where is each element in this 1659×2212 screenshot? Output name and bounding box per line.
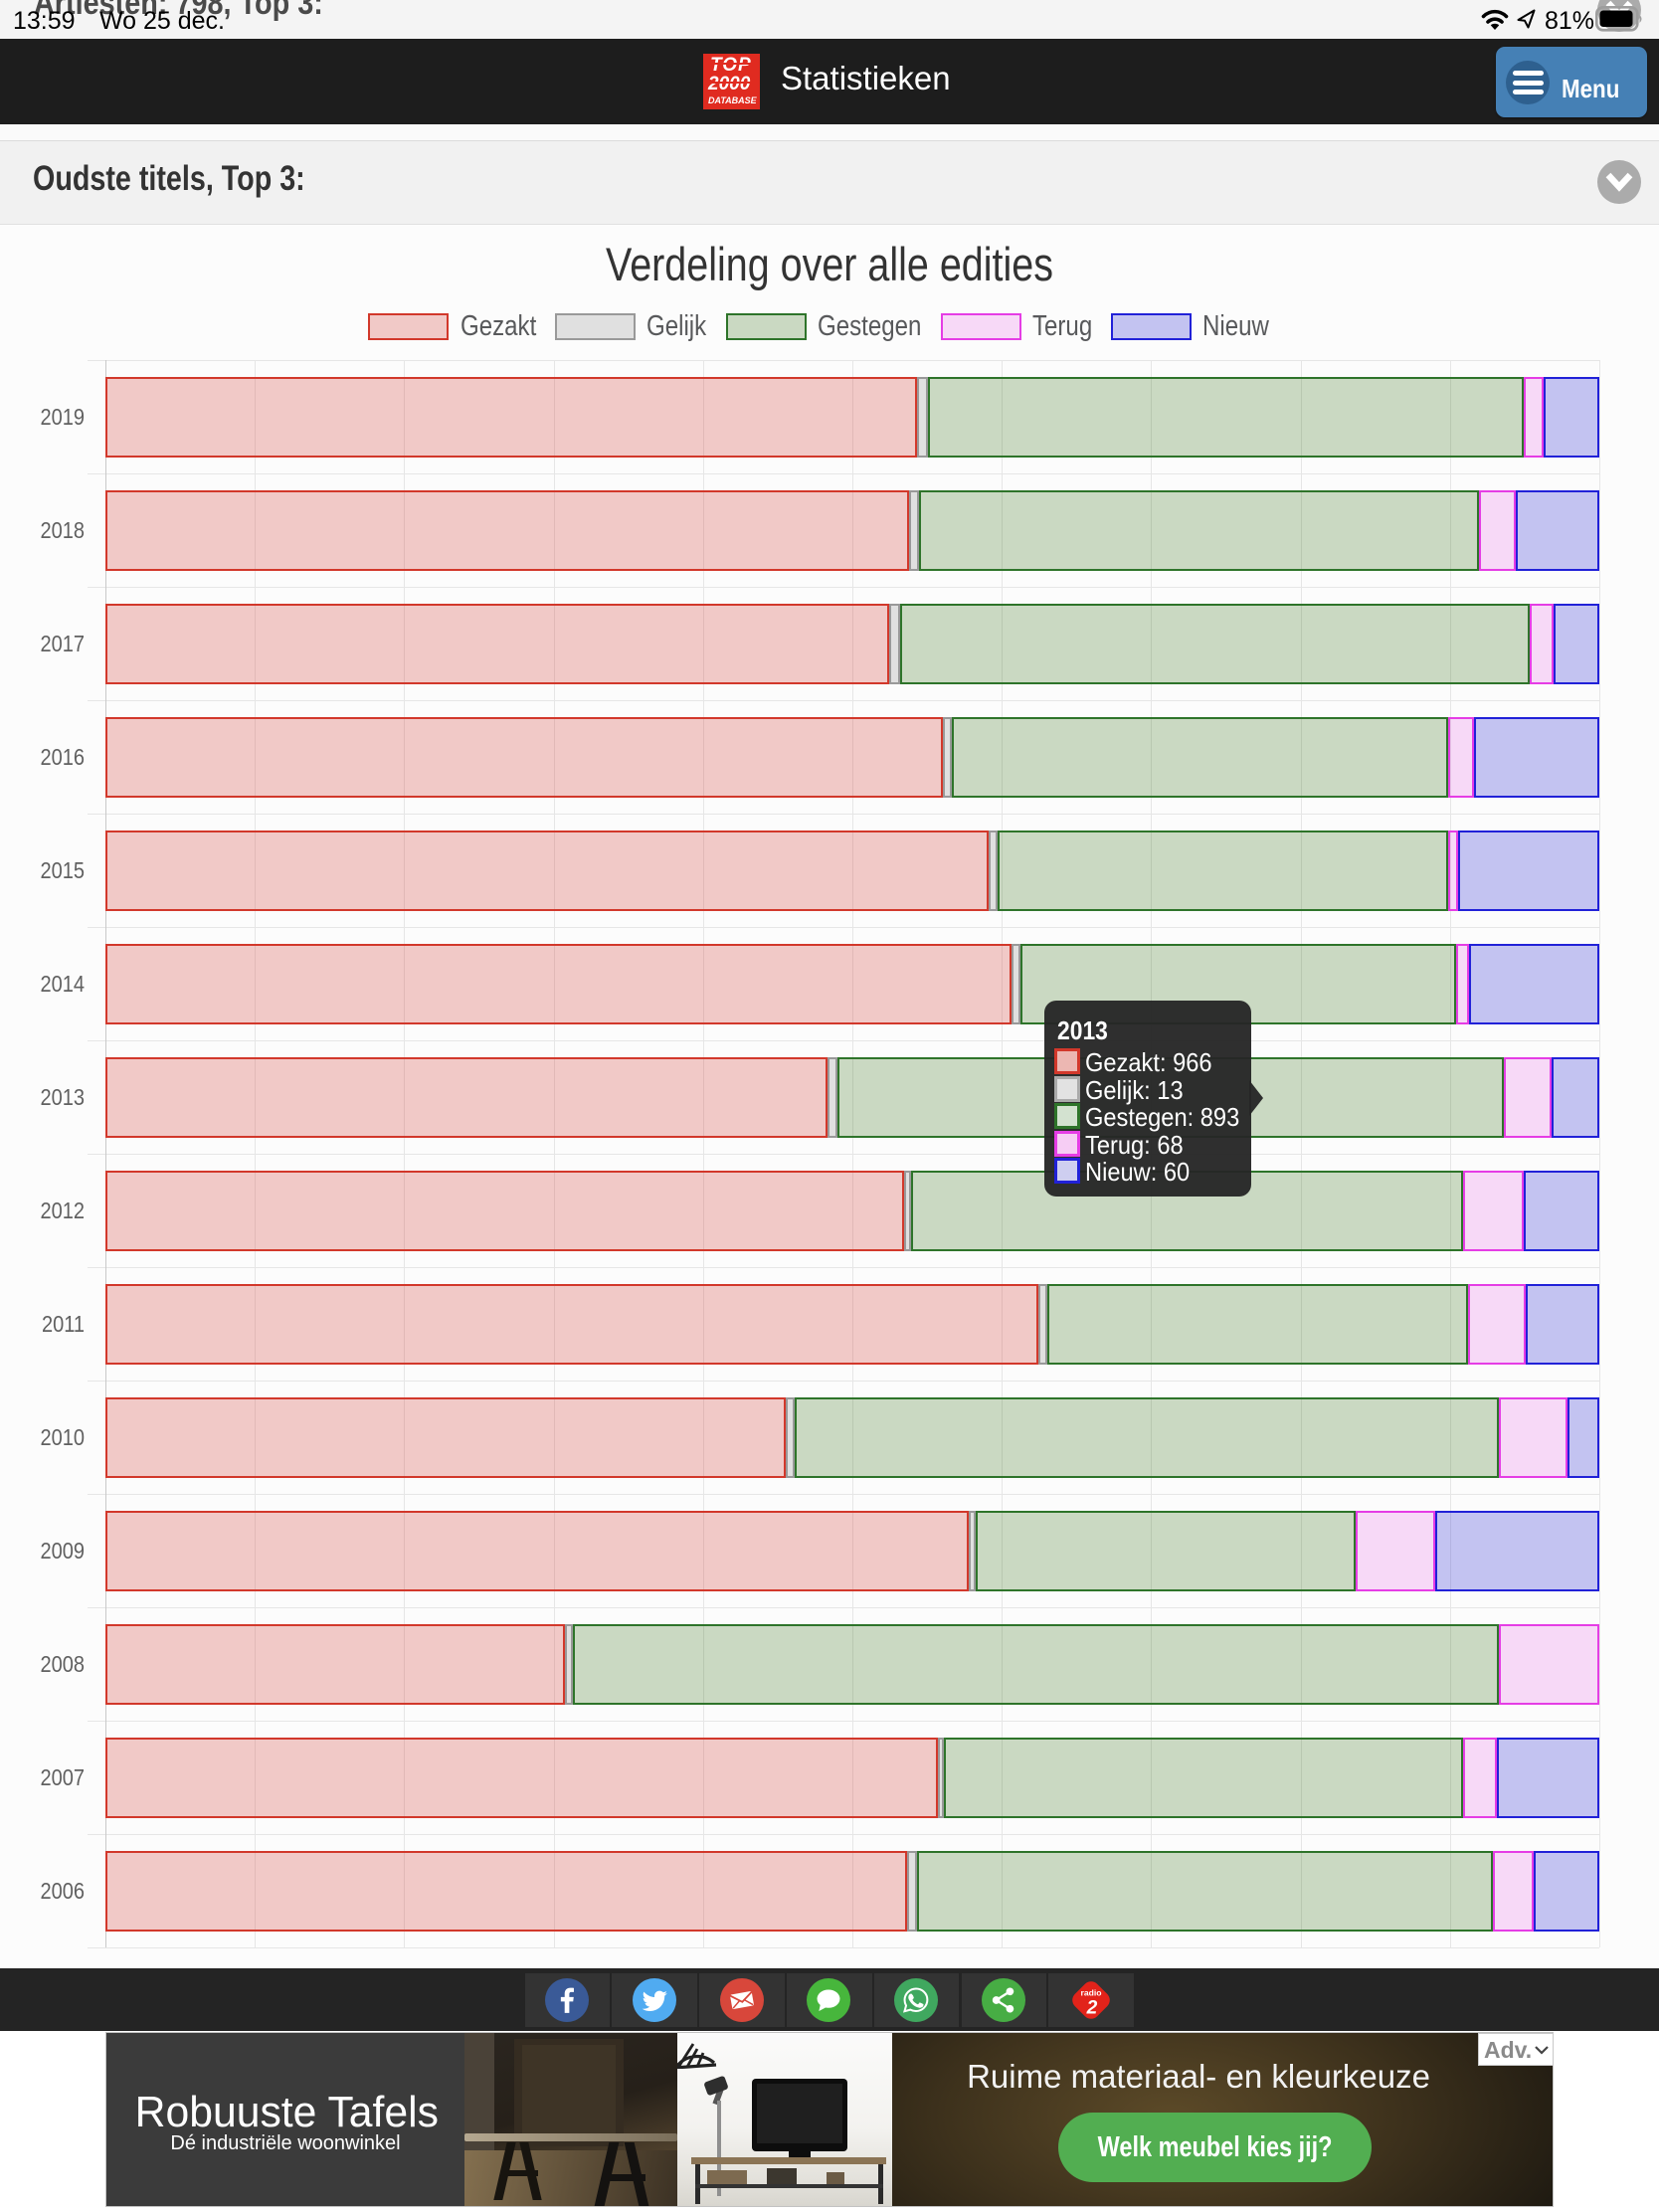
svg-text:radio: radio bbox=[1080, 1988, 1101, 1998]
svg-text:2: 2 bbox=[1086, 1997, 1098, 2018]
